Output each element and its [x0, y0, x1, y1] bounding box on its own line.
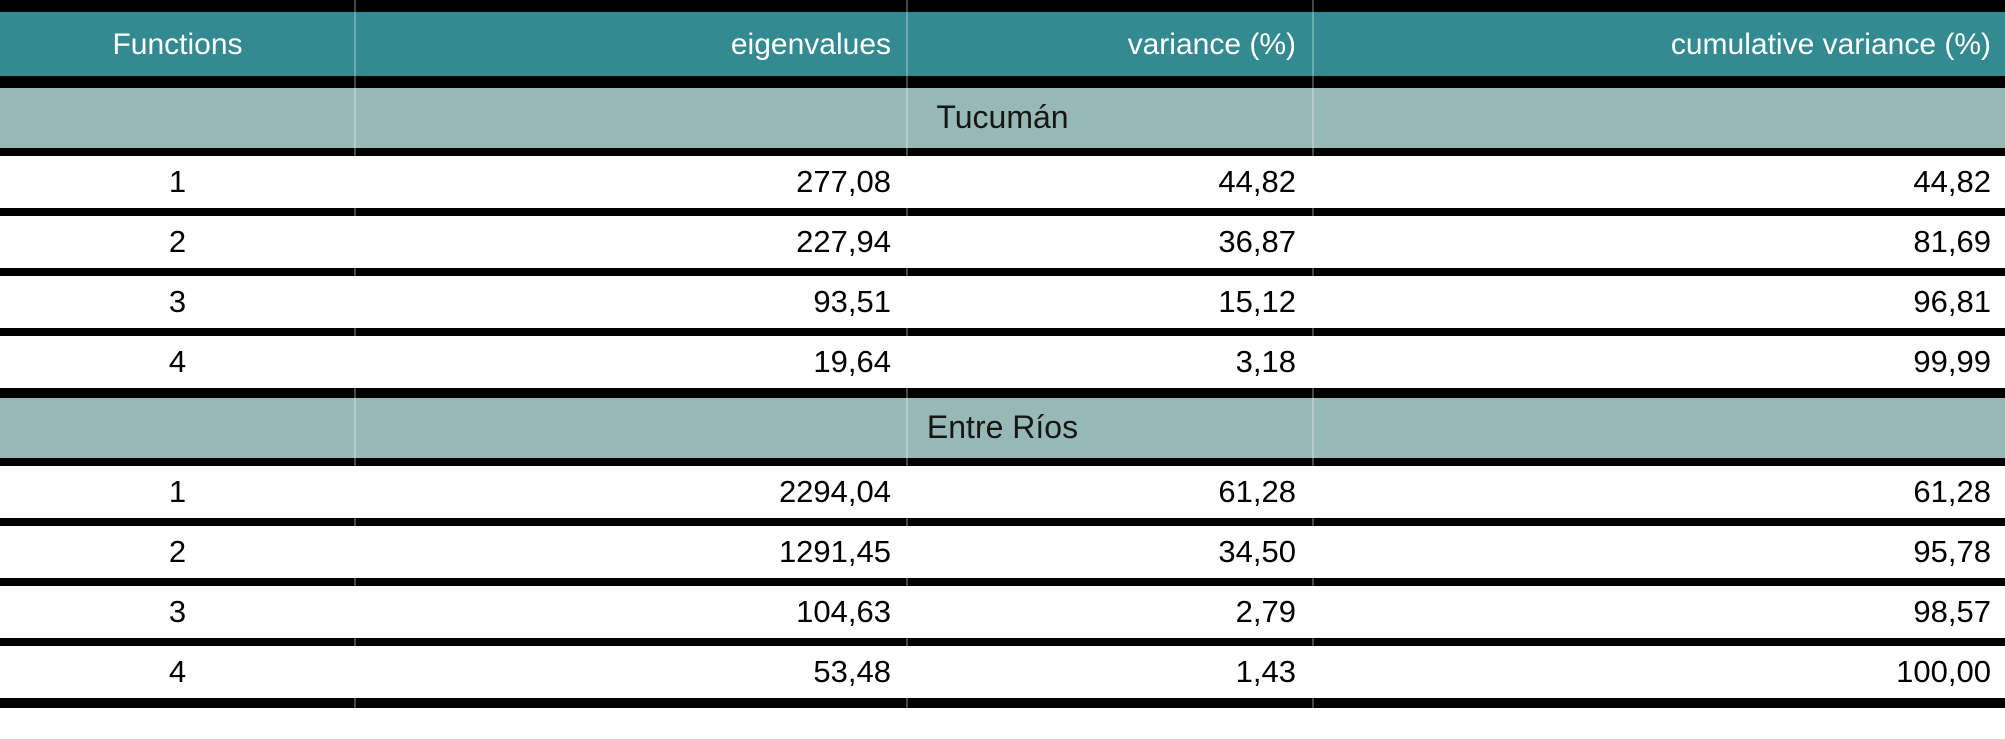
col-header-eigenvalues: eigenvalues	[355, 6, 905, 88]
cell-eigenvalue: 53,48	[355, 642, 905, 708]
col-header-variance: variance (%)	[905, 6, 1310, 88]
cell-function: 2	[0, 522, 355, 586]
table-row: 4 19,64 3,18 99,99	[0, 332, 2005, 398]
cell-variance: 15,12	[905, 272, 1310, 336]
cell-eigenvalue: 2294,04	[355, 462, 905, 526]
cell-variance: 34,50	[905, 522, 1310, 586]
cell-function: 3	[0, 582, 355, 646]
section-title-entre-rios: Entre Ríos	[0, 393, 2005, 466]
cell-function: 2	[0, 212, 355, 276]
cell-function: 4	[0, 642, 355, 708]
cell-function: 3	[0, 272, 355, 336]
table-row: 2 1291,45 34,50 95,78	[0, 522, 2005, 586]
cell-cumulative-variance: 81,69	[1310, 212, 2005, 276]
cell-variance: 2,79	[905, 582, 1310, 646]
cell-variance: 36,87	[905, 212, 1310, 276]
table-header-row: Functions eigenvalues variance (%) cumul…	[0, 6, 2005, 88]
cell-cumulative-variance: 96,81	[1310, 272, 2005, 336]
table-row: 3 104,63 2,79 98,57	[0, 582, 2005, 646]
cell-cumulative-variance: 98,57	[1310, 582, 2005, 646]
cell-function: 1	[0, 152, 355, 216]
table-row: 1 2294,04 61,28 61,28	[0, 462, 2005, 526]
cell-eigenvalue: 93,51	[355, 272, 905, 336]
cell-cumulative-variance: 61,28	[1310, 462, 2005, 526]
cell-variance: 1,43	[905, 642, 1310, 708]
section-row-tucuman: Tucumán	[0, 82, 2005, 156]
table-row: 3 93,51 15,12 96,81	[0, 272, 2005, 336]
cell-eigenvalue: 227,94	[355, 212, 905, 276]
cell-eigenvalue: 104,63	[355, 582, 905, 646]
table-row: 2 227,94 36,87 81,69	[0, 212, 2005, 276]
cell-cumulative-variance: 44,82	[1310, 152, 2005, 216]
cell-function: 4	[0, 332, 355, 398]
table-row: 1 277,08 44,82 44,82	[0, 152, 2005, 216]
cell-function: 1	[0, 462, 355, 526]
section-row-entre-rios: Entre Ríos	[0, 393, 2005, 466]
cell-cumulative-variance: 99,99	[1310, 332, 2005, 398]
cell-variance: 61,28	[905, 462, 1310, 526]
cell-cumulative-variance: 95,78	[1310, 522, 2005, 586]
cell-eigenvalue: 1291,45	[355, 522, 905, 586]
discriminant-analysis-table: Functions eigenvalues variance (%) cumul…	[0, 0, 2005, 708]
cell-variance: 3,18	[905, 332, 1310, 398]
col-header-functions: Functions	[0, 6, 355, 88]
eigenvalues-table: Functions eigenvalues variance (%) cumul…	[0, 0, 2005, 708]
cell-eigenvalue: 19,64	[355, 332, 905, 398]
col-header-cumulative-variance: cumulative variance (%)	[1310, 6, 2005, 88]
cell-variance: 44,82	[905, 152, 1310, 216]
table-row: 4 53,48 1,43 100,00	[0, 642, 2005, 708]
cell-cumulative-variance: 100,00	[1310, 642, 2005, 708]
cell-eigenvalue: 277,08	[355, 152, 905, 216]
section-title-tucuman: Tucumán	[0, 82, 2005, 156]
